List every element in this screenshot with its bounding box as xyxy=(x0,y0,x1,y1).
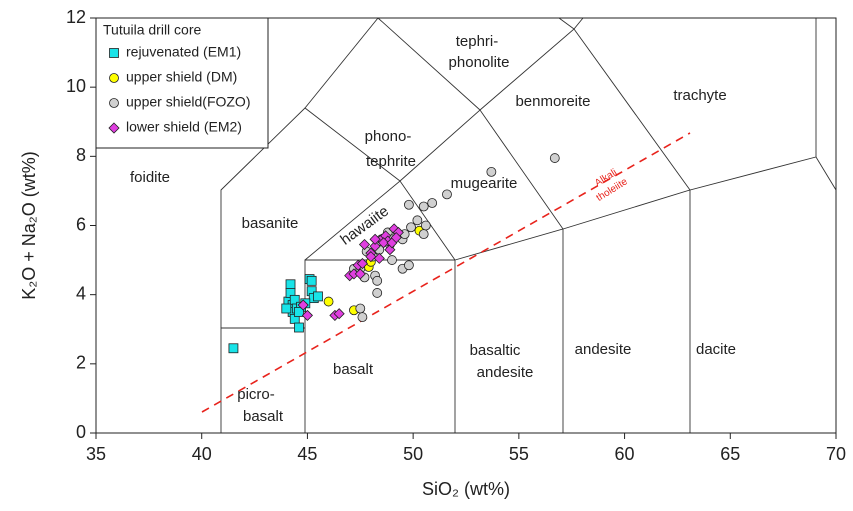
diamond-marker xyxy=(108,122,120,134)
field-boundaries xyxy=(201,17,837,433)
circle-marker xyxy=(109,98,119,108)
x-tick-label: 45 xyxy=(297,444,317,464)
circle-marker xyxy=(418,229,429,240)
circle-marker xyxy=(418,201,429,212)
boundary xyxy=(304,17,379,109)
field-label: tephri- xyxy=(456,33,499,50)
field-label: phonolite xyxy=(449,54,510,71)
boundary xyxy=(220,107,401,328)
legend-label: rejuvenated (EM1) xyxy=(126,44,241,60)
legend-label: lower shield (EM2) xyxy=(126,119,242,135)
x-axis-label: SiO₂ (wt%) xyxy=(422,479,510,499)
square-marker xyxy=(294,322,304,333)
circle-marker xyxy=(442,189,452,200)
field-label: trachyte xyxy=(673,87,726,104)
legend-label: upper shield (DM) xyxy=(126,69,237,85)
boundary xyxy=(377,17,837,191)
field-label: foidite xyxy=(130,169,170,186)
alkali-tholeiite-line xyxy=(201,132,691,413)
y-tick-label: 8 xyxy=(76,145,86,165)
circle-marker xyxy=(404,260,414,271)
field-label: andesite xyxy=(575,341,632,358)
boundary xyxy=(304,180,564,433)
legend-box xyxy=(95,17,269,149)
square-marker xyxy=(294,307,304,317)
field-label: basalt xyxy=(243,408,284,425)
circle-marker xyxy=(486,166,497,177)
circle-marker xyxy=(357,312,368,323)
square-marker xyxy=(285,279,296,290)
legend-label: upper shield(FOZO) xyxy=(126,94,250,110)
field-label: dacite xyxy=(696,341,736,358)
field-label: andesite xyxy=(477,364,534,381)
diamond-marker xyxy=(390,232,402,244)
x-tick-label: 60 xyxy=(615,444,635,464)
circle-marker xyxy=(412,215,423,226)
diamond-marker xyxy=(369,233,381,245)
x-tick-label: 50 xyxy=(403,444,423,464)
diamond-marker xyxy=(358,238,371,251)
field-label: basanite xyxy=(242,215,299,232)
legend-title: Tutuila drill core xyxy=(103,22,202,38)
x-tick-label: 55 xyxy=(509,444,529,464)
diamond-marker xyxy=(369,240,381,252)
circle-marker xyxy=(372,275,383,286)
field-label: benmoreite xyxy=(515,93,590,110)
square-marker xyxy=(109,48,119,58)
circle-marker xyxy=(387,255,397,265)
circle-marker xyxy=(109,73,119,83)
circle-marker xyxy=(404,199,414,210)
field-label: picro- xyxy=(237,386,275,403)
y-tick-label: 12 xyxy=(66,7,86,27)
y-tick-label: 6 xyxy=(76,214,86,234)
field-label: basaltic xyxy=(470,342,521,359)
square-marker xyxy=(281,303,292,314)
circle-marker xyxy=(420,220,431,231)
y-tick-label: 0 xyxy=(76,422,86,442)
circle-marker xyxy=(372,288,383,298)
square-marker xyxy=(306,275,317,286)
circle-marker xyxy=(549,153,560,163)
diamond-marker xyxy=(365,251,377,263)
field-label: phono- xyxy=(365,128,412,145)
boundary xyxy=(304,259,456,433)
circle-marker xyxy=(323,296,334,307)
x-tick-label: 70 xyxy=(826,444,846,464)
x-tick-label: 65 xyxy=(720,444,740,464)
field-label: tephrite xyxy=(366,153,416,170)
circle-marker xyxy=(355,303,366,314)
diamond-marker xyxy=(333,308,345,320)
circle-marker xyxy=(427,198,438,208)
x-tick-label: 35 xyxy=(86,444,106,464)
boundary xyxy=(399,109,691,433)
diamond-marker xyxy=(354,268,366,280)
circle-marker xyxy=(406,222,416,233)
x-tick-label: 40 xyxy=(192,444,212,464)
square-marker xyxy=(228,343,239,354)
square-marker xyxy=(313,291,323,302)
y-tick-label: 10 xyxy=(66,76,86,96)
diamond-marker xyxy=(301,309,313,321)
y-tick-label: 4 xyxy=(76,283,86,303)
boundary xyxy=(558,17,584,30)
legend: Tutuila drill core rejuvenated (EM1) upper… xyxy=(95,17,269,149)
y-axis-label: K₂O + Na₂O (wt%) xyxy=(19,151,39,300)
diamond-marker xyxy=(377,237,390,249)
diamond-marker xyxy=(356,257,368,270)
y-tick-label: 2 xyxy=(76,353,86,373)
field-label: mugearite xyxy=(451,175,518,192)
diamond-marker xyxy=(297,299,309,311)
field-label: basalt xyxy=(333,361,374,378)
